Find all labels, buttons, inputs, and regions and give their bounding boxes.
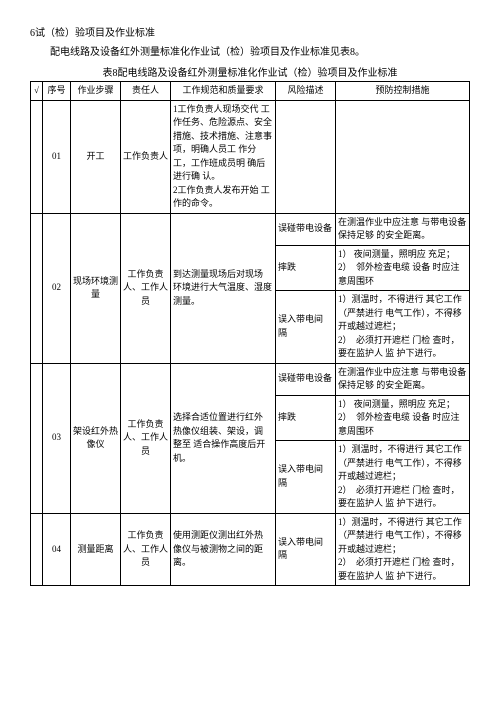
cell-check xyxy=(31,100,43,213)
cell-risk: 摔跌 xyxy=(276,395,336,441)
table-row: 01开工工作负责人1工作负责人现场交代 工作任务、危险源点、安全 措施、技术措施… xyxy=(31,100,470,213)
cell-resp: 工作负责人 xyxy=(121,100,171,213)
header-resp: 责任人 xyxy=(121,82,171,101)
cell-check xyxy=(31,213,43,363)
cell-ctrl: 1） 夜间测量，照明应 充足； 2） 邻外检查电缆 设备 时应注意周围环 xyxy=(336,245,470,291)
standards-table: √ 序号 作业步骤 责任人 工作规范和质量要求 风险描述 预防控制措施 01开工… xyxy=(30,81,470,586)
cell-seq: 01 xyxy=(43,100,71,213)
header-check: √ xyxy=(31,82,43,101)
section-desc: 配电线路及设备红外测量标准化作业试（检）验项目及作业标准见表8。 xyxy=(30,43,470,58)
cell-resp: 工作负责人、工作人员 xyxy=(121,513,171,586)
cell-risk xyxy=(276,100,336,213)
cell-step: 测量距离 xyxy=(71,513,121,586)
header-step: 作业步骤 xyxy=(71,82,121,101)
cell-req: 到达测量现场后对现场 环境进行大气温度、湿度 测量。 xyxy=(171,213,276,363)
table-row: 04测量距离工作负责人、工作人员使用测距仪测出红外热 像仪与被测物之间的距 离。… xyxy=(31,513,470,586)
cell-resp: 工作负责人、工作人员 xyxy=(121,213,171,363)
table-header-row: √ 序号 作业步骤 责任人 工作规范和质量要求 风险描述 预防控制措施 xyxy=(31,82,470,101)
cell-step: 架设红外热 像仪 xyxy=(71,363,121,513)
section-title: 6试（检）验项目及作业标准 xyxy=(30,24,470,39)
cell-risk: 误碰带电设备 xyxy=(276,213,336,245)
cell-req: 使用测距仪测出红外热 像仪与被测物之间的距 离。 xyxy=(171,513,276,586)
cell-risk: 摔跌 xyxy=(276,245,336,291)
cell-risk: 误入带电间 隔 xyxy=(276,291,336,364)
cell-step: 现场环境测 量 xyxy=(71,213,121,363)
cell-ctrl: 在测温作业中应注意 与带电设备保持足够 的安全距离。 xyxy=(336,213,470,245)
header-seq: 序号 xyxy=(43,82,71,101)
cell-ctrl xyxy=(336,100,470,213)
cell-ctrl: 1）测温时，不得进行 其它工作（严禁进行 电气工作），不得移 开或越过遮栏； 2… xyxy=(336,513,470,586)
cell-seq: 04 xyxy=(43,513,71,586)
cell-risk: 误入带电间 隔 xyxy=(276,513,336,586)
header-risk: 风险描述 xyxy=(276,82,336,101)
cell-req: 1工作负责人现场交代 工作任务、危险源点、安全 措施、技术措施、注意事 项，明确… xyxy=(171,100,276,213)
cell-ctrl: 1）测温时，不得进行 其它工作（严禁进行 电气工作），不得移 开或越过遮栏； 2… xyxy=(336,441,470,514)
table-row: 02现场环境测 量工作负责人、工作人员到达测量现场后对现场 环境进行大气温度、湿… xyxy=(31,213,470,245)
header-req: 工作规范和质量要求 xyxy=(171,82,276,101)
cell-ctrl: 1）测温时，不得进行 其它工作（严禁进行 电气工作），不得移 开或越过遮栏； 2… xyxy=(336,291,470,364)
cell-ctrl: 在测温作业中应注意 与带电设备保持足够 的安全距离。 xyxy=(336,363,470,395)
cell-check xyxy=(31,513,43,586)
cell-risk: 误碰带电设备 xyxy=(276,363,336,395)
cell-step: 开工 xyxy=(71,100,121,213)
cell-risk: 误入带电间 隔 xyxy=(276,441,336,514)
header-ctrl: 预防控制措施 xyxy=(336,82,470,101)
table-row: 03架设红外热 像仪工作负责人、工作人员选择合适位置进行红外 热像仪组装、架设，… xyxy=(31,363,470,395)
cell-req: 选择合适位置进行红外 热像仪组装、架设，调 整至 适合操作高度后开 机。 xyxy=(171,363,276,513)
cell-ctrl: 1） 夜间测量，照明应 充足； 2） 邻外检查电缆 设备 时应注意周围环 xyxy=(336,395,470,441)
cell-seq: 03 xyxy=(43,363,71,513)
cell-resp: 工作负责人、工作人员 xyxy=(121,363,171,513)
cell-seq: 02 xyxy=(43,213,71,363)
cell-check xyxy=(31,363,43,513)
table-caption: 表8配电线路及设备红外测量标准化作业试（检）验项目及作业标准 xyxy=(30,64,470,79)
